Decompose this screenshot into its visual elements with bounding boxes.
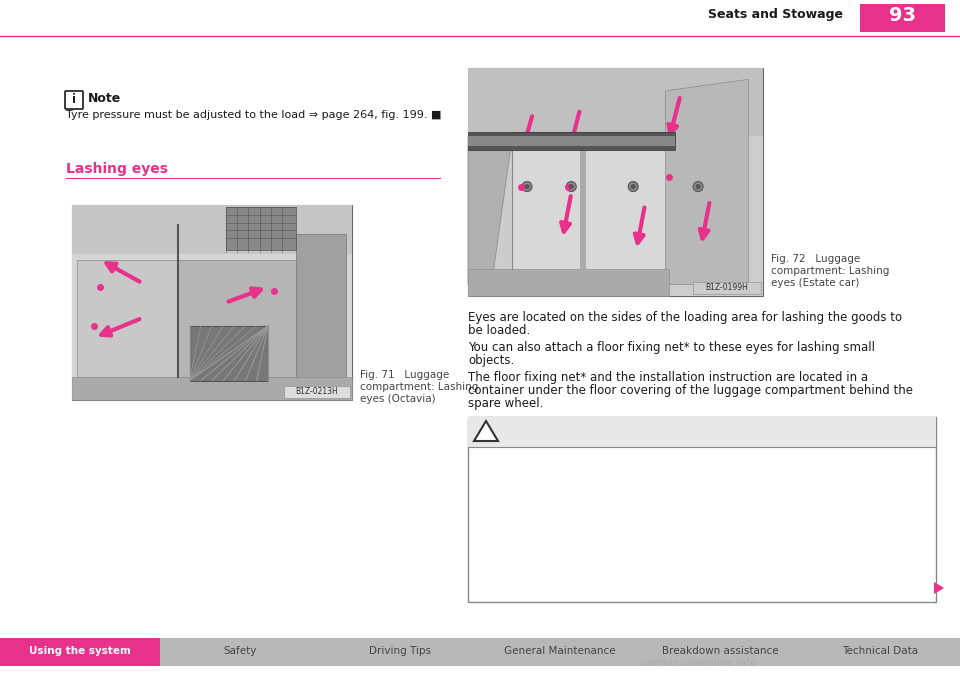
Text: Lashing eyes: Lashing eyes <box>66 162 168 176</box>
Text: Driving Tips: Driving Tips <box>369 646 431 656</box>
Text: If the items of luggage or objects are attached to the lashing: If the items of luggage or objects are a… <box>488 481 871 491</box>
Bar <box>226 207 296 250</box>
Circle shape <box>522 182 532 192</box>
Text: in the event of braking manoeuvres or accidents. In order to: in the event of braking manoeuvres or ac… <box>488 505 867 515</box>
Text: !: ! <box>484 423 489 433</box>
Text: eyes (Octavia): eyes (Octavia) <box>360 394 436 404</box>
Circle shape <box>566 182 576 192</box>
Circle shape <box>628 182 638 192</box>
Text: WARNING: WARNING <box>504 423 580 437</box>
Bar <box>160 638 320 666</box>
Text: spare wheel.: spare wheel. <box>468 397 543 410</box>
Text: prevent the items of luggage being thrown forward, always use: prevent the items of luggage being throw… <box>488 517 887 527</box>
Text: Fig. 72   Luggage: Fig. 72 Luggage <box>771 254 860 264</box>
Bar <box>468 269 668 296</box>
Text: suitable lashing straps which are firmly attached to the lashing: suitable lashing straps which are firmly… <box>488 529 885 539</box>
Polygon shape <box>665 79 748 285</box>
Text: The load to be transported must be fixed in place in such a way: The load to be transported must be fixed… <box>488 453 886 463</box>
Text: The floor fixing net* and the installation instruction are located in a: The floor fixing net* and the installati… <box>468 371 868 384</box>
Text: eyes with unsuitable or damaged lashing straps, injuries can occur: eyes with unsuitable or damaged lashing … <box>488 493 907 503</box>
Bar <box>580 132 586 280</box>
Circle shape <box>693 182 703 192</box>
Text: Breakdown assistance: Breakdown assistance <box>661 646 779 656</box>
Polygon shape <box>468 137 513 285</box>
Bar <box>468 68 763 137</box>
Bar <box>468 417 936 447</box>
Text: Note: Note <box>88 92 121 105</box>
Text: that it cannot move during the journey and when braking.: that it cannot move during the journey a… <box>488 465 852 475</box>
Text: B1Z-0199H: B1Z-0199H <box>706 283 749 292</box>
Bar <box>179 260 296 377</box>
Bar <box>320 638 479 666</box>
Text: General Maintenance: General Maintenance <box>504 646 615 656</box>
Text: objects.: objects. <box>468 354 515 367</box>
Text: Eyes are located on the sides of the loading area for lashing the goods to: Eyes are located on the sides of the loa… <box>468 311 902 324</box>
Bar <box>77 260 183 377</box>
Text: i: i <box>72 93 76 106</box>
Text: Safety: Safety <box>224 646 256 656</box>
Bar <box>480 638 639 666</box>
Text: •: • <box>476 453 484 466</box>
Text: B1Z-0213H: B1Z-0213H <box>296 387 338 396</box>
Circle shape <box>524 184 530 189</box>
Text: compartment: Lashing: compartment: Lashing <box>360 382 478 392</box>
Bar <box>72 205 352 254</box>
Text: Seats and Stowage: Seats and Stowage <box>708 8 843 21</box>
Text: •: • <box>476 481 484 494</box>
Circle shape <box>568 184 574 189</box>
Bar <box>468 137 675 145</box>
Text: Using the system: Using the system <box>29 646 131 656</box>
FancyBboxPatch shape <box>65 91 83 109</box>
Bar <box>513 132 665 280</box>
Bar <box>284 386 350 398</box>
Circle shape <box>631 184 636 189</box>
Bar <box>72 377 352 400</box>
Bar <box>800 638 959 666</box>
Bar <box>468 132 675 150</box>
Bar <box>296 234 347 380</box>
Bar <box>693 282 761 294</box>
Bar <box>0 638 159 666</box>
Bar <box>72 254 352 400</box>
Text: eyes.: eyes. <box>488 541 521 551</box>
Bar <box>189 326 268 380</box>
Circle shape <box>696 184 701 189</box>
Text: be loaded.: be loaded. <box>468 324 530 337</box>
Bar <box>72 205 352 400</box>
Polygon shape <box>474 421 498 441</box>
Bar <box>860 4 945 32</box>
Text: eyes (Estate car): eyes (Estate car) <box>771 278 859 288</box>
Text: Tyre pressure must be adjusted to the load ⇒ page 264, fig. 199. ■: Tyre pressure must be adjusted to the lo… <box>66 110 442 120</box>
Bar <box>468 137 763 296</box>
Polygon shape <box>934 582 944 594</box>
Text: You can also attach a floor fixing net* to these eyes for lashing small: You can also attach a floor fixing net* … <box>468 341 875 354</box>
Text: 93: 93 <box>889 6 916 25</box>
Bar <box>468 417 936 602</box>
Bar <box>640 638 800 666</box>
Text: Technical Data: Technical Data <box>842 646 918 656</box>
Text: container under the floor covering of the luggage compartment behind the: container under the floor covering of th… <box>468 384 913 397</box>
Bar <box>468 68 763 296</box>
Text: compartment: Lashing: compartment: Lashing <box>771 266 889 276</box>
Text: carmanualsonline.info: carmanualsonline.info <box>640 658 756 668</box>
Text: Fig. 71   Luggage: Fig. 71 Luggage <box>360 370 449 380</box>
